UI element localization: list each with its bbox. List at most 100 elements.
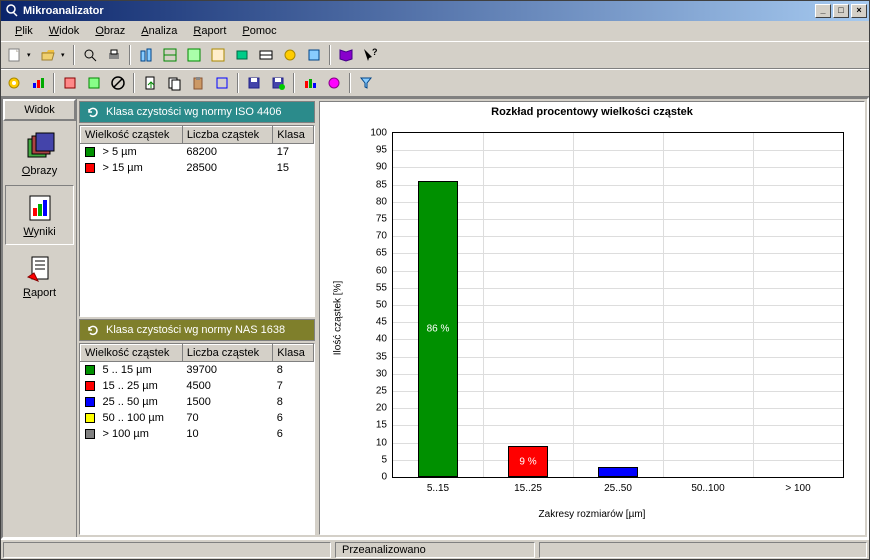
menu-raport[interactable]: Raport — [185, 23, 234, 39]
cell-class: 15 — [273, 160, 314, 176]
tool-button[interactable] — [279, 44, 301, 66]
app-window: Mikroanalizator _ □ × PlikWidokObrazAnal… — [0, 0, 870, 560]
table-nas: Wielkość cząstekLiczba cząstekKlasa5 .. … — [79, 343, 315, 535]
table-row[interactable]: 5 .. 15 µm397008 — [81, 362, 314, 379]
toolbar-1: ▾ ▾ ? — [1, 41, 869, 69]
status-text: Przeanalizowano — [335, 542, 535, 558]
col-header[interactable]: Klasa — [273, 127, 314, 144]
x-tick: > 100 — [785, 483, 810, 494]
save-button[interactable] — [243, 72, 265, 94]
refresh-icon — [86, 323, 100, 337]
close-button[interactable]: × — [851, 4, 867, 18]
tool-button[interactable] — [231, 44, 253, 66]
sidebar-item-raport[interactable]: Raport — [3, 247, 76, 305]
dropdown-icon[interactable]: ▾ — [61, 51, 69, 59]
cell-count: 28500 — [182, 160, 272, 176]
print-button[interactable] — [103, 44, 125, 66]
cell-class: 17 — [273, 144, 314, 161]
refresh-icon — [86, 105, 100, 119]
cell-class: 6 — [273, 426, 314, 442]
panel-header-nas: Klasa czystości wg normy NAS 1638 — [79, 319, 315, 341]
cell-count: 70 — [182, 410, 272, 426]
y-tick: 20 — [376, 403, 387, 414]
color-swatch — [85, 365, 95, 375]
y-tick: 55 — [376, 282, 387, 293]
dropdown-icon[interactable]: ▾ — [27, 51, 35, 59]
tool-button[interactable] — [83, 72, 105, 94]
tool-button[interactable] — [159, 44, 181, 66]
window-title: Mikroanalizator — [23, 5, 813, 17]
app-icon — [3, 3, 19, 19]
paste-button[interactable] — [187, 72, 209, 94]
help-book-button[interactable] — [335, 44, 357, 66]
table-row[interactable]: > 15 µm2850015 — [81, 160, 314, 176]
color-swatch — [85, 413, 95, 423]
tool-button[interactable] — [183, 44, 205, 66]
cell-size: 15 .. 25 µm — [99, 378, 183, 394]
menubar: PlikWidokObrazAnalizaRaportPomoc — [1, 21, 869, 41]
tool-button[interactable] — [299, 72, 321, 94]
col-header[interactable]: Klasa — [273, 345, 314, 362]
table-row[interactable]: > 100 µm106 — [81, 426, 314, 442]
chart-button[interactable] — [27, 72, 49, 94]
col-header[interactable]: Wielkość cząstek — [81, 345, 183, 362]
tool-button[interactable] — [323, 72, 345, 94]
y-tick: 35 — [376, 351, 387, 362]
gear-button[interactable] — [3, 72, 25, 94]
menu-pomoc[interactable]: Pomoc — [234, 23, 284, 39]
cell-size: 5 .. 15 µm — [99, 362, 183, 379]
panel-title: Klasa czystości wg normy ISO 4406 — [106, 106, 281, 118]
col-header[interactable]: Liczba cząstek — [182, 127, 272, 144]
table-row[interactable]: 50 .. 100 µm706 — [81, 410, 314, 426]
sidebar-item-label: Wyniki — [23, 226, 55, 238]
cell-count: 39700 — [182, 362, 272, 379]
sidebar-header: Widok — [3, 99, 76, 121]
y-tick: 75 — [376, 214, 387, 225]
export-button[interactable] — [139, 72, 161, 94]
table-row[interactable]: 15 .. 25 µm45007 — [81, 378, 314, 394]
copy-button[interactable] — [163, 72, 185, 94]
y-tick: 5 — [381, 454, 387, 465]
cell-size: 50 .. 100 µm — [99, 410, 183, 426]
col-header[interactable]: Wielkość cząstek — [81, 127, 183, 144]
y-tick: 85 — [376, 179, 387, 190]
open-button[interactable] — [37, 44, 59, 66]
y-tick: 25 — [376, 386, 387, 397]
saveas-button[interactable] — [267, 72, 289, 94]
svg-text:?: ? — [372, 47, 378, 57]
cell-class: 8 — [273, 362, 314, 379]
tool-button[interactable] — [211, 72, 233, 94]
tool-button[interactable] — [207, 44, 229, 66]
menu-widok[interactable]: Widok — [41, 23, 88, 39]
obrazy-icon — [24, 131, 56, 163]
table-row[interactable]: > 5 µm6820017 — [81, 144, 314, 161]
cell-size: > 15 µm — [99, 160, 183, 176]
menu-plik[interactable]: Plik — [7, 23, 41, 39]
col-header[interactable]: Liczba cząstek — [182, 345, 272, 362]
cell-count: 1500 — [182, 394, 272, 410]
minimize-button[interactable]: _ — [815, 4, 831, 18]
tool-button[interactable] — [303, 44, 325, 66]
search-button[interactable] — [79, 44, 101, 66]
tool-button[interactable] — [135, 44, 157, 66]
toolbar-2 — [1, 69, 869, 97]
tool-button[interactable] — [255, 44, 277, 66]
cell-class: 7 — [273, 378, 314, 394]
new-button[interactable] — [3, 44, 25, 66]
menu-obraz[interactable]: Obraz — [87, 23, 133, 39]
stop-button[interactable] — [107, 72, 129, 94]
whats-this-button[interactable]: ? — [359, 44, 381, 66]
table-iso: Wielkość cząstekLiczba cząstekKlasa> 5 µ… — [79, 125, 315, 317]
sidebar-item-wyniki[interactable]: Wyniki — [5, 185, 74, 245]
cell-count: 10 — [182, 426, 272, 442]
maximize-button[interactable]: □ — [833, 4, 849, 18]
color-swatch — [85, 397, 95, 407]
table-row[interactable]: 25 .. 50 µm15008 — [81, 394, 314, 410]
panel-header-iso: Klasa czystości wg normy ISO 4406 — [79, 101, 315, 123]
cell-class: 6 — [273, 410, 314, 426]
sidebar-item-obrazy[interactable]: Obrazy — [3, 125, 76, 183]
filter-button[interactable] — [355, 72, 377, 94]
tool-button[interactable] — [59, 72, 81, 94]
cell-size: > 5 µm — [99, 144, 183, 161]
menu-analiza[interactable]: Analiza — [133, 23, 185, 39]
